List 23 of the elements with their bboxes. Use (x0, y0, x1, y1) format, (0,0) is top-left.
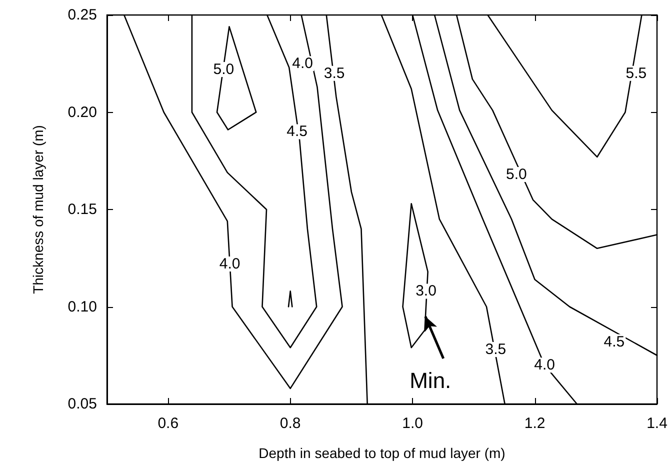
y-axis-title: Thickness of mud layer (m) (30, 125, 46, 294)
annotation: 3.0 (416, 282, 436, 300)
y-tick-label: 0.10 (68, 298, 97, 316)
annotation: 4.0 (292, 55, 313, 72)
y-tick-label: 0.15 (68, 201, 97, 218)
annotation: 4.5 (286, 123, 308, 140)
annotation: 5.5 (626, 64, 647, 82)
annotation: 3.5 (324, 64, 345, 82)
annotation: Min. (410, 368, 452, 393)
annotation: 4.0 (219, 255, 240, 272)
annotation: 3.5 (485, 341, 506, 358)
x-tick-label: 1.4 (646, 415, 668, 432)
annotation: 5.0 (506, 166, 527, 183)
x-axis-title: Depth in seabed to top of mud layer (m) (258, 445, 506, 461)
y-tick-label: 0.25 (68, 6, 97, 24)
x-tick-label: 0.6 (158, 415, 179, 432)
x-tick-label: 0.8 (280, 415, 301, 432)
annotation: 5.0 (213, 60, 234, 78)
x-tick-label: 1.2 (524, 415, 546, 432)
y-tick-label: 0.20 (68, 104, 97, 121)
x-tick-label: 1.0 (402, 415, 423, 432)
annotation: 4.5 (604, 333, 625, 350)
y-tick-label: 0.05 (68, 396, 97, 412)
